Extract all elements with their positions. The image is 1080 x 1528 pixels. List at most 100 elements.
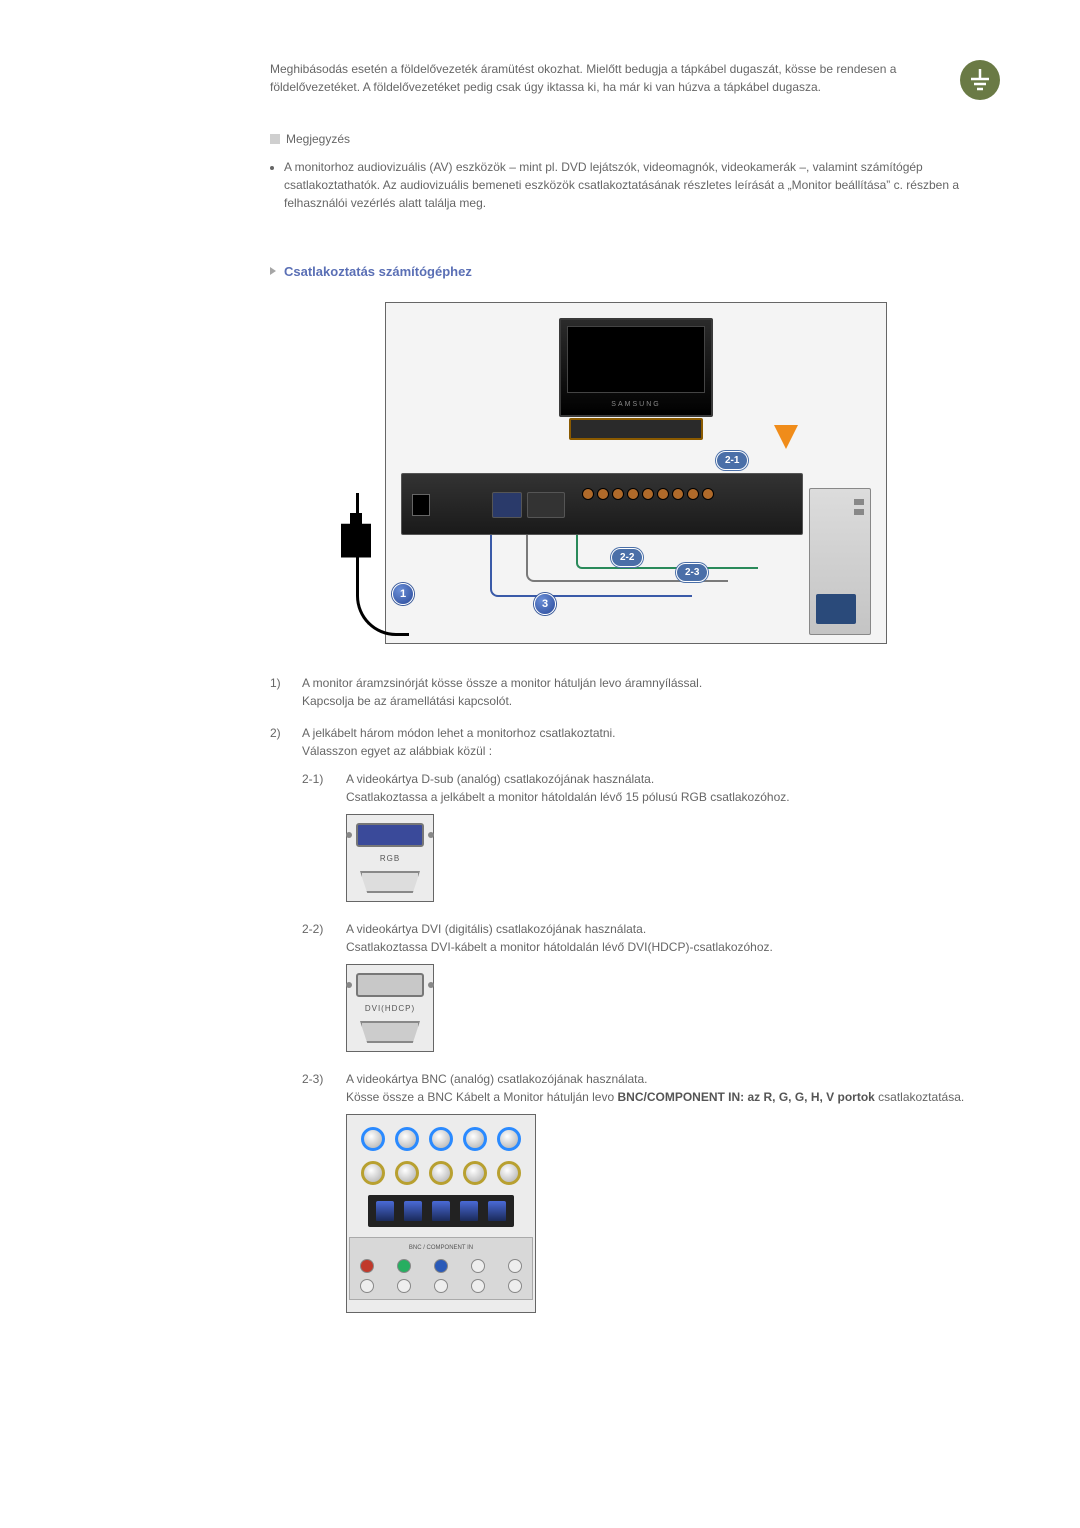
sub-instruction-item: 2-2) A videokártya DVI (digitális) csatl…	[302, 920, 1000, 1052]
bnc-connector-icon	[463, 1127, 487, 1151]
bnc-connector-icon	[395, 1161, 419, 1185]
diagram-number-3: 3	[534, 593, 556, 615]
bnc-ports	[582, 488, 714, 500]
rca-icon	[397, 1279, 411, 1293]
screw-icon	[428, 832, 434, 838]
sub-instruction-item: 2-1) A videokártya D-sub (analóg) csatla…	[302, 770, 1000, 902]
sub-instruction-list: 2-1) A videokártya D-sub (analóg) csatla…	[302, 770, 1000, 1313]
step-body: A jelkábelt három módon lehet a monitorh…	[302, 724, 1000, 1331]
sub-step-number: 2-3)	[302, 1070, 332, 1313]
sub-step-text: A videokártya BNC (analóg) csatlakozóján…	[346, 1070, 1000, 1088]
bnc-connector-icon	[497, 1127, 521, 1151]
rca-icon	[471, 1279, 485, 1293]
dsub-plug-icon	[360, 871, 420, 893]
sub-step-text: A videokártya DVI (digitális) csatlakozó…	[346, 920, 1000, 938]
screw-icon	[346, 832, 352, 838]
dvi-connector-figure: DVI(HDCP)	[346, 964, 434, 1052]
rca-white-icon	[471, 1259, 485, 1273]
note-list: A monitorhoz audiovizuális (AV) eszközök…	[270, 158, 1000, 212]
sub-step-body: A videokártya BNC (analóg) csatlakozóján…	[346, 1070, 1000, 1313]
rca-icon	[508, 1279, 522, 1293]
section-heading: Csatlakoztatás számítógéphez	[270, 262, 1000, 282]
step-text: A jelkábelt három módon lehet a monitorh…	[302, 724, 1000, 742]
rca-green-icon	[397, 1259, 411, 1273]
screw-icon	[428, 982, 434, 988]
rca-blue-icon	[434, 1259, 448, 1273]
monitor-bottom-panel	[569, 418, 703, 440]
pc-slot	[854, 499, 864, 505]
step-text: Kapcsolja be az áramellátási kapcsolót.	[302, 692, 1000, 710]
pc-graphics-card	[816, 594, 856, 624]
bold-text: BNC/COMPONENT IN: az R, G, G, H, V porto…	[617, 1090, 874, 1104]
ground-icon	[960, 60, 1000, 100]
sub-step-number: 2-1)	[302, 770, 332, 902]
bnc-outer-row	[361, 1127, 521, 1151]
bnc-socket-icon	[460, 1201, 478, 1221]
bnc-connector-icon	[429, 1127, 453, 1151]
rca-red-icon	[360, 1259, 374, 1273]
bnc-connector-icon	[395, 1127, 419, 1151]
bnc-connector-icon	[361, 1161, 385, 1185]
step-text: Válasszon egyet az alábbiak közül :	[302, 742, 1000, 760]
rca-white-icon	[508, 1259, 522, 1273]
bnc-socket-icon	[432, 1201, 450, 1221]
sub-instruction-item: 2-3) A videokártya BNC (analóg) csatlako…	[302, 1070, 1000, 1313]
bnc-socket-icon	[376, 1201, 394, 1221]
sub-step-text: Csatlakoztassa a jelkábelt a monitor hát…	[346, 788, 1000, 806]
rgb-connector-figure: RGB	[346, 814, 434, 902]
dot-row	[356, 1259, 526, 1273]
bnc-inner-row	[361, 1161, 521, 1185]
rca-icon	[360, 1279, 374, 1293]
sub-step-text: A videokártya D-sub (analóg) csatlakozój…	[346, 770, 1000, 788]
bnc-connector-figure: BNC / COMPONENT IN	[346, 1114, 536, 1313]
bnc-connector-icon	[463, 1161, 487, 1185]
sub-step-body: A videokártya DVI (digitális) csatlakozó…	[346, 920, 1000, 1052]
diagram-frame: SAMSUNG 2-1 2-2 2-3	[385, 302, 887, 644]
text-span: Kösse össze a BNC Kábelt a Monitor hátul…	[346, 1090, 617, 1104]
pc-tower	[809, 488, 871, 635]
dvi-port	[527, 492, 565, 518]
rgb-port-icon	[356, 823, 424, 847]
bnc-socket-row	[368, 1195, 514, 1227]
diagram-number-1: 1	[392, 583, 414, 605]
bnc-component-strip: BNC / COMPONENT IN	[349, 1237, 533, 1300]
monitor-rear-panel	[401, 473, 803, 535]
sub-step-text: Kösse össze a BNC Kábelt a Monitor hátul…	[346, 1088, 1000, 1106]
dvi-plug-icon	[360, 1021, 420, 1043]
rca-icon	[434, 1279, 448, 1293]
monitor-screen	[567, 326, 705, 393]
strip-label: BNC / COMPONENT IN	[356, 1244, 526, 1253]
diagram: SAMSUNG 2-1 2-2 2-3	[385, 302, 885, 644]
rgb-label: RGB	[380, 853, 400, 865]
dot-row	[356, 1279, 526, 1293]
page: Meghibásodás esetén a földelővezeték ára…	[0, 0, 1080, 1528]
badge-2-2: 2-2	[611, 548, 643, 567]
text-span: csatlakoztatása.	[875, 1090, 964, 1104]
screw-icon	[346, 982, 352, 988]
badge-2-1: 2-1	[716, 451, 748, 470]
step-number: 2)	[270, 724, 290, 1331]
bnc-connector-icon	[497, 1161, 521, 1185]
bnc-connector-icon	[361, 1127, 385, 1151]
sub-step-text: Csatlakoztassa DVI-kábelt a monitor háto…	[346, 938, 1000, 956]
note-item: A monitorhoz audiovizuális (AV) eszközök…	[284, 158, 1000, 212]
dvi-port-icon	[356, 973, 424, 997]
instruction-list: 1) A monitor áramzsinórját kösse össze a…	[270, 674, 1000, 1331]
warning-text: Meghibásodás esetén a földelővezeték ára…	[270, 60, 940, 96]
bnc-connector-icon	[429, 1161, 453, 1185]
sub-step-body: A videokártya D-sub (analóg) csatlakozój…	[346, 770, 1000, 902]
sub-step-number: 2-2)	[302, 920, 332, 1052]
warning-row: Meghibásodás esetén a földelővezeték ára…	[270, 60, 1000, 100]
bnc-socket-icon	[404, 1201, 422, 1221]
vga-port	[492, 492, 522, 518]
cable-bnc	[576, 535, 758, 569]
monitor-brand: SAMSUNG	[561, 400, 711, 411]
power-port	[412, 494, 430, 516]
content-column: Meghibásodás esetén a földelővezeték ára…	[270, 60, 1000, 1331]
bnc-socket-icon	[488, 1201, 506, 1221]
step-number: 1)	[270, 674, 290, 710]
instruction-item: 1) A monitor áramzsinórját kösse össze a…	[270, 674, 1000, 710]
note-label: Megjegyzés	[270, 130, 1000, 148]
instruction-item: 2) A jelkábelt három módon lehet a monit…	[270, 724, 1000, 1331]
dvi-label: DVI(HDCP)	[365, 1003, 415, 1015]
